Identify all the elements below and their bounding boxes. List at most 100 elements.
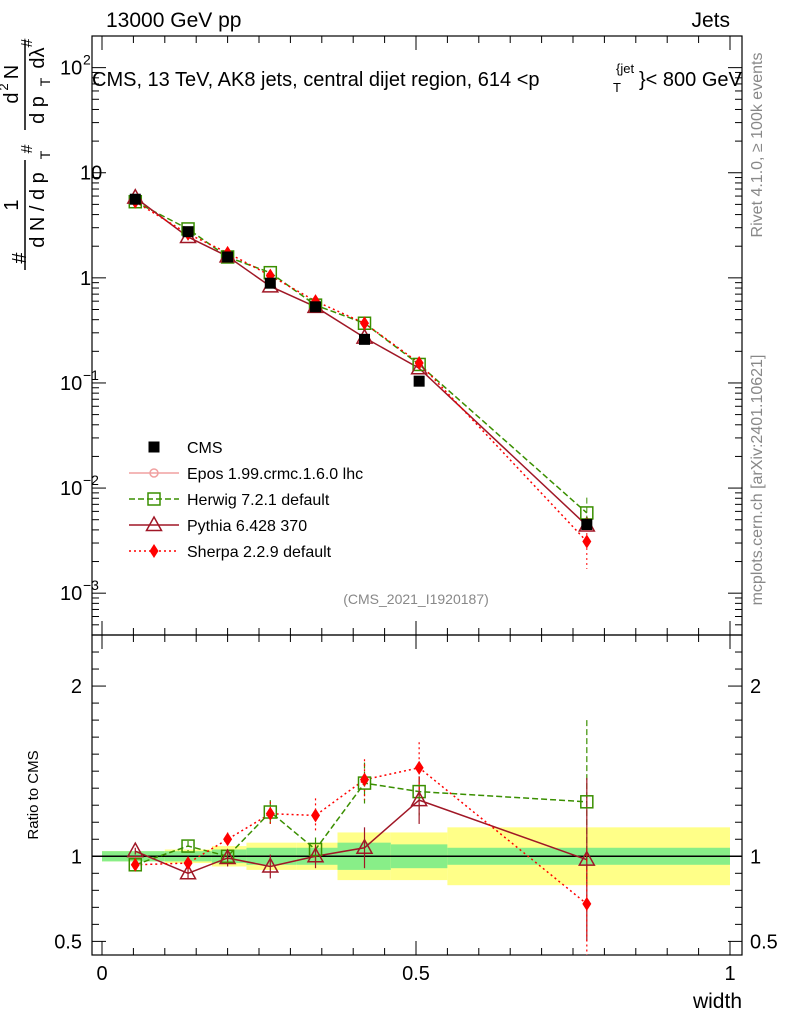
legend-marker-sherpa-shape <box>149 544 159 558</box>
y-tick-label-exponent: −1 <box>83 367 99 383</box>
point-cms <box>359 333 371 345</box>
y-tick-label: 10 <box>60 373 82 395</box>
analysis-label: (CMS_2021_I1920187) <box>343 591 489 607</box>
ratio-point-sherpa-shape <box>265 806 275 821</box>
ratio-point-sherpa-shape <box>183 856 193 871</box>
point-cms <box>129 193 141 205</box>
ratio-point-pythia-shape <box>218 848 237 865</box>
ratio-point-pythia-shape <box>578 850 596 866</box>
legend-marker-data <box>148 441 160 453</box>
ratio-point-pythia-shape <box>261 856 280 873</box>
legend-label-data: CMS <box>187 440 223 457</box>
point-cms-shape <box>182 226 194 238</box>
legend-entry-sherpa: Sherpa 2.2.9 default <box>129 544 332 561</box>
header-right: Jets <box>691 9 730 32</box>
header-left: 13000 GeV pp <box>106 9 241 32</box>
y-tick-label: 10 <box>60 478 82 500</box>
ratio-point-pythia <box>578 850 596 866</box>
ylabel-dlambda: dλ <box>27 47 49 68</box>
point-cms-shape <box>264 277 276 289</box>
point-pythia-shape <box>410 358 428 375</box>
point-cms <box>413 375 425 387</box>
point-cms-shape <box>222 251 234 263</box>
ratio-point-herwig <box>181 839 195 853</box>
ratio-point-sherpa-shape <box>360 772 370 787</box>
ratio-point-pythia <box>218 848 237 865</box>
legend-marker-sherpa <box>149 544 159 558</box>
ylabel-n: N <box>1 65 23 79</box>
point-sherpa-shape <box>414 355 424 370</box>
legend-entry-data: CMS <box>148 440 223 457</box>
y-tick-label-right: 1 <box>750 846 761 868</box>
ratio-point-pythia <box>410 790 428 807</box>
ratio-point-sherpa-shape <box>582 896 592 911</box>
x-axis-label: width <box>692 990 742 1013</box>
legend-label-herwig: Herwig 7.2.1 default <box>187 492 330 509</box>
legend-label-pythia: Pythia 6.428 370 <box>187 518 307 535</box>
ratio-point-sherpa-shape <box>223 832 233 847</box>
ratio-point-herwig-shape <box>308 842 323 857</box>
ratio-point-herwig-shape <box>412 784 426 799</box>
y-tick-label: 1 <box>71 846 82 868</box>
ratio-point-sherpa-shape <box>311 808 321 823</box>
point-cms-shape <box>413 375 425 387</box>
y-tick-label-exponent: 2 <box>83 52 91 68</box>
point-sherpa <box>360 316 370 331</box>
ylabel-hash-2: # <box>19 144 36 153</box>
y-tick-label: 10 <box>80 163 102 185</box>
y-tick-label: 10 <box>60 583 82 605</box>
ratio-point-herwig <box>580 795 594 809</box>
point-cms-shape <box>581 519 593 531</box>
lower-panel: 0 0.5 1 0.5 0.5 1 1 2 2 <box>54 634 778 985</box>
plot-title: CMS, 13 TeV, AK8 jets, central dijet reg… <box>92 61 743 95</box>
lower-y-axis-label: Ratio to CMS <box>25 750 42 839</box>
point-sherpa <box>582 534 592 549</box>
legend-label-epos: Epos 1.99.crmc.1.6.0 lhc <box>187 466 363 483</box>
legend-marker-herwig <box>147 492 161 506</box>
legend-marker-data-shape <box>148 441 160 453</box>
legend-label-sherpa: Sherpa 2.2.9 default <box>187 544 332 561</box>
ylabel-d2n: d <box>1 92 23 103</box>
point-sherpa-shape <box>582 534 592 549</box>
y-tick-label-exponent: −3 <box>83 577 99 593</box>
ratio-point-sherpa <box>183 856 193 871</box>
ratio-point-sherpa <box>360 772 370 787</box>
point-cms <box>264 277 276 289</box>
legend-marker-pythia-shape <box>145 515 163 532</box>
title-sup: {jet <box>616 61 634 76</box>
ratio-point-pythia-shape <box>179 863 197 880</box>
ylabel-frac-den-sub: T <box>37 150 53 159</box>
ratio-point-pythia <box>306 846 325 863</box>
ratio-line-sherpa <box>135 766 588 905</box>
y-tick-label-right: 2 <box>750 676 761 698</box>
y-tick-label: 1 <box>80 268 91 290</box>
y-tick-label-right: 0.5 <box>750 931 778 953</box>
ratio-point-herwig-shape <box>580 795 594 809</box>
title-main: CMS, 13 TeV, AK8 jets, central dijet reg… <box>92 69 540 91</box>
ylabel-hash-3: # <box>19 38 36 47</box>
ratio-point-pythia-shape <box>410 790 428 807</box>
rivet-label: Rivet 4.1.0, ≥ 100k events <box>749 53 766 238</box>
ylabel-dp-sub: T <box>37 77 53 86</box>
legend-entry-epos: Epos 1.99.crmc.1.6.0 lhc <box>129 466 363 483</box>
ratio-point-pythia-shape <box>355 838 374 855</box>
title-sub: T <box>613 80 621 95</box>
ratio-line-pythia <box>134 799 588 875</box>
ratio-point-sherpa-shape <box>414 760 424 775</box>
legend-marker-herwig-shape <box>147 492 161 506</box>
x-tick-label: 0.5 <box>402 963 430 985</box>
y-tick-label: 0.5 <box>54 931 82 953</box>
point-cms <box>182 226 194 238</box>
point-sherpa-shape <box>360 316 370 331</box>
ylabel-d2n-sup: 2 <box>0 83 11 90</box>
ratio-point-sherpa <box>414 760 424 775</box>
lower-frame <box>91 634 743 956</box>
ratio-point-pythia <box>179 863 197 880</box>
point-cms <box>222 251 234 263</box>
point-cms <box>581 519 593 531</box>
legend-marker-pythia <box>145 515 163 532</box>
ratio-point-sherpa-shape <box>130 857 140 872</box>
ratio-point-herwig-shape <box>181 839 195 853</box>
